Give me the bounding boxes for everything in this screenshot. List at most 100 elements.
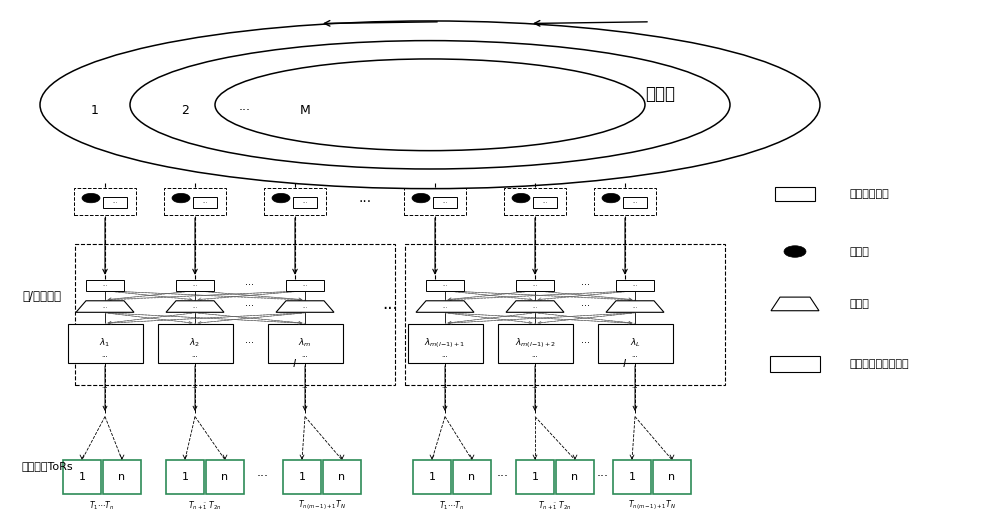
Text: $\lambda_m$: $\lambda_m$	[298, 337, 312, 350]
Text: ···: ···	[302, 200, 308, 205]
Text: n: n	[571, 472, 579, 482]
Bar	[206, 460, 244, 494]
Text: ···: ···	[580, 280, 590, 291]
Circle shape	[172, 193, 190, 203]
Bar	[404, 188, 466, 215]
Bar	[405, 244, 725, 385]
Bar	[598, 323, 672, 363]
Bar	[426, 280, 464, 291]
Text: $T_{n(m-1)+1}T_N$: $T_{n(m-1)+1}T_N$	[628, 498, 676, 512]
Polygon shape	[506, 301, 564, 312]
Text: ···: ···	[442, 386, 448, 391]
Text: ···: ···	[632, 354, 638, 360]
Bar	[775, 187, 815, 201]
Text: ···: ···	[192, 386, 198, 391]
Text: n: n	[118, 472, 126, 482]
Text: 复用器: 复用器	[850, 299, 870, 309]
Bar	[770, 356, 820, 372]
Circle shape	[602, 193, 620, 203]
Bar	[158, 323, 232, 363]
Bar	[86, 280, 124, 291]
Text: ···: ···	[542, 200, 548, 205]
Bar	[166, 460, 204, 494]
Bar	[504, 188, 566, 215]
Polygon shape	[166, 301, 224, 312]
Text: 1: 1	[91, 104, 99, 116]
Text: $\lambda_2$: $\lambda_2$	[189, 337, 201, 350]
Text: ···: ···	[632, 200, 638, 205]
Bar	[286, 280, 324, 291]
Text: ···: ···	[202, 200, 208, 205]
Text: n: n	[338, 472, 346, 482]
Text: ···: ···	[102, 305, 108, 310]
Text: ···: ···	[192, 305, 198, 310]
Bar	[516, 460, 554, 494]
Text: ···: ···	[246, 301, 254, 312]
Text: ···: ···	[246, 280, 254, 291]
Text: ···: ···	[302, 386, 308, 391]
Text: ···: ···	[532, 305, 538, 310]
Bar	[433, 196, 457, 208]
Text: 1: 1	[182, 472, 188, 482]
Text: ···: ···	[442, 200, 448, 205]
Bar	[323, 460, 361, 494]
Bar	[193, 196, 217, 208]
Polygon shape	[416, 301, 474, 312]
Text: $T_1\cdots T_n$: $T_1\cdots T_n$	[89, 499, 115, 511]
Polygon shape	[771, 297, 819, 311]
Text: ···: ···	[257, 471, 269, 483]
Circle shape	[512, 193, 530, 203]
Bar	[408, 323, 483, 363]
Text: 1: 1	[298, 472, 306, 482]
Text: ···: ···	[532, 283, 538, 288]
Text: ···: ···	[580, 338, 590, 348]
Bar	[653, 460, 691, 494]
Bar	[68, 323, 143, 363]
Text: ···: ···	[532, 386, 538, 391]
Text: 耦合器: 耦合器	[850, 246, 870, 257]
Bar	[176, 280, 214, 291]
Text: $T_{n+\ddot{1}}\ T_{2n}$: $T_{n+\ddot{1}}\ T_{2n}$	[538, 499, 572, 511]
Text: ···: ···	[632, 386, 638, 391]
Text: ···: ···	[239, 104, 251, 116]
Text: 顶部机架ToRs: 顶部机架ToRs	[22, 461, 74, 472]
Text: 1: 1	[532, 472, 538, 482]
Bar	[533, 196, 557, 208]
Text: 上/下路模块: 上/下路模块	[22, 290, 61, 302]
Text: ···: ···	[102, 386, 108, 391]
Bar	[75, 244, 395, 385]
Text: $l$: $l$	[622, 357, 628, 369]
Text: ···: ···	[358, 195, 372, 209]
Text: $l$: $l$	[292, 357, 298, 369]
Bar	[103, 460, 141, 494]
Bar	[164, 188, 226, 215]
Text: n: n	[468, 472, 476, 482]
Text: 1: 1	[629, 472, 636, 482]
Bar	[623, 196, 647, 208]
Bar	[293, 196, 317, 208]
Bar	[594, 188, 656, 215]
Text: $T_{n(m-1)+1}T_N$: $T_{n(m-1)+1}T_N$	[298, 498, 346, 512]
Bar	[413, 460, 451, 494]
Text: ···: ···	[192, 354, 198, 360]
Text: 骨干环: 骨干环	[645, 85, 675, 103]
Text: 波长选择开关: 波长选择开关	[850, 189, 890, 199]
Text: ···: ···	[302, 305, 308, 310]
Text: ···: ···	[102, 283, 108, 288]
Text: ···: ···	[442, 354, 448, 360]
Bar	[453, 460, 491, 494]
Text: ···: ···	[442, 305, 448, 310]
Text: ···: ···	[192, 283, 198, 288]
Text: 1: 1	[428, 472, 436, 482]
Text: ···: ···	[632, 305, 638, 310]
Text: 微机电系统交换矩阵: 微机电系统交换矩阵	[850, 359, 910, 369]
Bar	[63, 460, 101, 494]
Text: 2: 2	[181, 104, 189, 116]
Bar	[556, 460, 594, 494]
Bar	[268, 323, 342, 363]
Polygon shape	[76, 301, 134, 312]
Text: ···: ···	[112, 200, 118, 205]
Text: $\lambda_L$: $\lambda_L$	[630, 337, 640, 350]
Text: ···: ···	[580, 301, 590, 312]
Bar	[264, 188, 326, 215]
